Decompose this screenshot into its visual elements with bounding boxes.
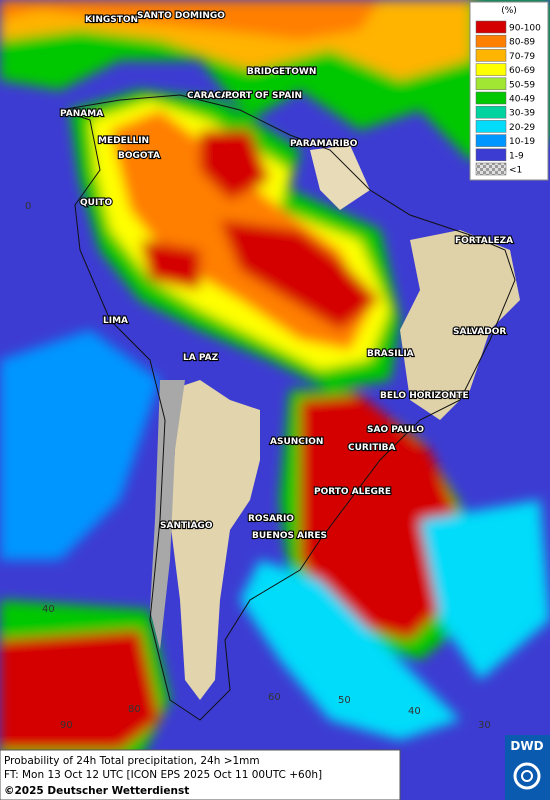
logo-text: DWD <box>510 739 543 753</box>
grid-label: 40 <box>42 604 55 615</box>
city-label: LIMA <box>103 316 128 326</box>
legend-label: 1-9 <box>509 151 524 161</box>
dwd-logo: DWD <box>505 735 550 800</box>
coastline <box>59 94 516 721</box>
legend-title: (%) <box>501 6 517 16</box>
logo-icon <box>521 770 533 782</box>
legend-label: 40-49 <box>509 95 535 105</box>
city-label: PANAMA <box>60 109 103 119</box>
city-label: ASUNCION <box>270 437 323 447</box>
city-label: SANTO DOMINGO <box>137 11 225 21</box>
dry-land <box>150 145 520 700</box>
legend-label: <1 <box>509 166 522 176</box>
legend-swatch <box>475 134 507 147</box>
grid-label: 0 <box>25 201 31 212</box>
legend-label: 70-79 <box>509 52 535 62</box>
city-label: SALVADOR <box>453 327 506 337</box>
legend: (%) 90-100 80-89 70-79 60-69 50-59 40-49 30-39… <box>469 1 549 181</box>
city-label: FORTALEZA <box>455 236 513 246</box>
legend-swatch <box>475 77 507 91</box>
city-label: KINGSTON <box>85 15 138 25</box>
legend-items: 90-100 80-89 70-79 60-69 50-59 40-49 30-39 20-2… <box>475 20 541 176</box>
copyright: ©2025 Deutscher Wetterdienst <box>4 785 189 797</box>
grid-label: 50 <box>338 695 351 706</box>
legend-swatch <box>475 162 507 176</box>
city-label: SAO PAULO <box>367 425 424 435</box>
legend-swatch <box>475 20 507 34</box>
legend-label: 60-69 <box>509 66 535 76</box>
city-label: BELO HORIZONTE <box>380 391 469 401</box>
legend-label: 10-19 <box>509 137 535 147</box>
grid-label: 80 <box>128 704 141 715</box>
legend-swatch <box>475 120 507 133</box>
legend-label: 80-89 <box>509 38 535 48</box>
city-label: BRIDGETOWN <box>247 67 316 77</box>
footer-line: Probability of 24h Total precipitation, … <box>4 755 260 767</box>
grid-label: 30 <box>478 720 491 731</box>
city-label: PORT OF SPAIN <box>225 91 302 101</box>
city-label: ROSARIO <box>248 514 294 524</box>
city-label: PORTO ALEGRE <box>314 487 391 497</box>
legend-swatch <box>475 105 507 119</box>
legend-swatch <box>475 63 507 76</box>
legend-swatch <box>475 91 507 105</box>
grid-labels: 0 40 60 50 40 30 90 80 <box>25 201 491 731</box>
legend-swatch <box>475 34 507 48</box>
city-label: SANTIAGO <box>160 521 213 531</box>
city-label: LA PAZ <box>183 353 219 363</box>
footer-line: FT: Mon 13 Oct 12 UTC [ICON EPS 2025 Oct… <box>4 769 322 781</box>
city-label: PARAMARIBO <box>290 139 358 149</box>
city-label: BUENOS AIRES <box>252 531 327 541</box>
legend-label: 20-29 <box>509 123 535 133</box>
grid-label: 40 <box>408 706 421 717</box>
grid-label: 90 <box>60 720 73 731</box>
city-label: BOGOTA <box>118 151 160 161</box>
city-label: CARACAS <box>187 91 235 101</box>
city-label: MEDELLIN <box>98 136 149 146</box>
city-label: CURITIBA <box>348 443 396 453</box>
footer: Probability of 24h Total precipitation, … <box>0 749 401 800</box>
footer-box <box>0 749 401 800</box>
logo-icon <box>513 762 541 790</box>
grid-label: 60 <box>268 692 281 703</box>
legend-label: 50-59 <box>509 80 535 90</box>
city-label: BRASILIA <box>367 349 414 359</box>
legend-label: 30-39 <box>509 109 535 119</box>
legend-swatch <box>475 49 507 62</box>
legend-label: 90-100 <box>509 24 541 34</box>
city-label: QUITO <box>80 198 112 208</box>
legend-swatch <box>475 148 507 162</box>
